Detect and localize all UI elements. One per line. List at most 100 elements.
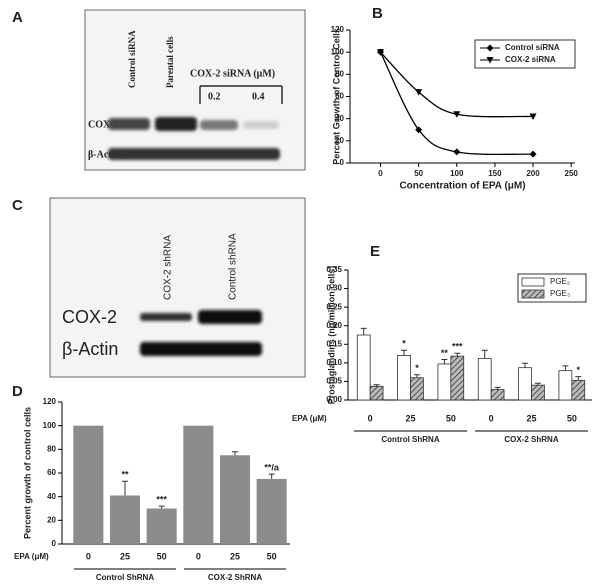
error-bar	[522, 362, 529, 368]
blot-c: COX-2 shRNA Control shRNA COX-2 β-Actin	[49, 197, 306, 378]
panel-label: C	[12, 197, 23, 214]
dose-label: 0.4	[252, 91, 265, 102]
x-tick-label: 0	[368, 413, 373, 423]
marker	[453, 111, 461, 118]
blot-frame	[84, 9, 306, 171]
y-tick-label: 60	[47, 468, 56, 477]
error-bar	[413, 374, 420, 378]
y-tick-label: 0.30	[326, 284, 342, 293]
bar	[518, 367, 532, 401]
y-tick-label: 80	[335, 69, 344, 78]
error-bar	[122, 480, 128, 496]
panel-label: E	[370, 243, 380, 260]
marker	[415, 126, 423, 134]
group-label: COX-2 ShRNA	[208, 573, 262, 582]
y-tick-label: 120	[331, 25, 345, 34]
y-tick-label: 0.00	[326, 395, 342, 404]
x-tick-label: 25	[526, 413, 536, 423]
x-tick-label: 150	[488, 169, 502, 178]
x-tick-label: 0	[86, 551, 91, 561]
y-tick-label: 20	[47, 515, 56, 524]
bands	[140, 310, 262, 356]
bar	[146, 508, 177, 544]
annotation: ***	[156, 495, 167, 505]
marker	[453, 148, 461, 156]
marker	[486, 57, 494, 64]
x-tick-label: 50	[157, 551, 167, 561]
x-tick-label: 0	[489, 413, 494, 423]
bands	[108, 117, 280, 160]
row-label: β-Actin	[62, 339, 118, 359]
marker	[529, 150, 537, 158]
y-axis-title: Percent Growth of Control Cells	[331, 28, 341, 165]
lane-label: COX-2 shRNA	[163, 235, 174, 300]
y-tick-label: 60	[335, 92, 344, 101]
y-tick-label: 40	[335, 114, 344, 123]
line	[379, 51, 534, 156]
y-tick-label: 0.10	[326, 358, 342, 367]
annotation: *	[415, 363, 419, 373]
annotation: ***	[452, 342, 463, 352]
bar	[219, 455, 251, 544]
bar	[437, 363, 452, 401]
error-bar	[232, 451, 238, 456]
line	[380, 51, 534, 118]
lane-label: Parental cells	[165, 36, 175, 88]
row-label: β-Actin	[88, 149, 120, 160]
bar	[450, 355, 465, 401]
error-bar	[562, 365, 569, 371]
dose-label: 0.2	[208, 91, 221, 102]
y-tick-label: 0.25	[326, 302, 342, 311]
bar	[397, 355, 411, 401]
y-tick-label: 0.05	[326, 377, 342, 386]
y-tick-label: 20	[335, 136, 344, 145]
x-tick-label: 50	[267, 551, 277, 561]
row-label: COX-2	[62, 307, 117, 327]
y-tick-label: 0.15	[326, 339, 342, 348]
bar	[73, 425, 104, 544]
x-tick-label: 0	[378, 169, 383, 178]
legend-label: PGE₂	[550, 277, 570, 286]
x-tick-label: 50	[446, 413, 456, 423]
bar	[410, 377, 424, 401]
error-bar	[494, 386, 501, 390]
marker	[377, 49, 385, 56]
y-tick-label: 0	[52, 539, 57, 548]
bar	[558, 370, 573, 401]
bracket	[199, 85, 283, 104]
x-tick-label: 0	[196, 551, 201, 561]
x-tick-label: 25	[230, 551, 240, 561]
x-tick-label: 250	[565, 169, 579, 178]
x-tick-label: 25	[405, 413, 415, 423]
error-bar	[373, 384, 380, 387]
bar	[109, 495, 141, 544]
bar	[183, 425, 214, 544]
group-label: COX-2 ShRNA	[504, 435, 558, 444]
y-axis-title: Prostaglandins (ng/million cells)	[326, 266, 336, 405]
error-bar	[441, 359, 448, 364]
marker	[415, 89, 423, 96]
panel-label: D	[12, 383, 23, 400]
panel-label: A	[12, 9, 23, 26]
group-label: Control ShRNA	[381, 435, 439, 444]
marker	[486, 44, 494, 52]
y-tick-label: 0	[340, 158, 345, 167]
annotation: **/a	[264, 463, 280, 473]
row-label: COX-2	[88, 119, 119, 130]
lane-label: Control siRNA	[127, 30, 137, 88]
group-label: Control ShRNA	[96, 573, 154, 582]
x-tick-label: 200	[526, 169, 540, 178]
y-tick-label: 0.35	[326, 265, 342, 274]
y-tick-label: 0.20	[326, 321, 342, 330]
legend-box	[474, 39, 576, 69]
error-bar	[575, 376, 582, 381]
bar	[477, 357, 492, 401]
y-axis-title: Percent growth of control cells	[22, 407, 32, 539]
treatment-label: COX-2 siRNA (μM)	[190, 68, 275, 79]
bar	[256, 478, 287, 544]
bar	[356, 334, 371, 401]
error-bar	[360, 327, 367, 335]
legend-label: PGE₃	[550, 289, 570, 298]
x-axis-title: Concentration of EPA (μM)	[399, 181, 525, 192]
